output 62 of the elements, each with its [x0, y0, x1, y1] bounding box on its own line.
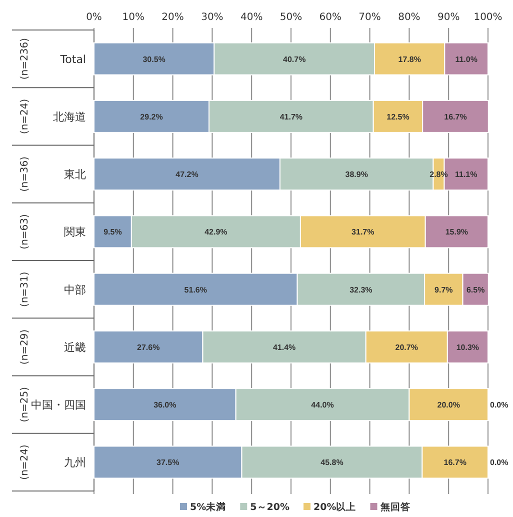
x-tick-label: 80%: [398, 12, 420, 23]
x-tick-label: 30%: [201, 12, 224, 23]
legend-label: 20%以上: [314, 501, 356, 513]
data-label: 47.2%: [176, 170, 198, 180]
x-tick-label: 40%: [240, 12, 263, 23]
y-tick-label: 関東: [64, 226, 86, 239]
text: (n=24): [20, 98, 30, 134]
data-label: 6.5%: [466, 285, 485, 294]
x-tick-label: 60%: [319, 12, 342, 23]
legend-label: 5%未満: [190, 501, 226, 513]
data-label: 41.4%: [272, 342, 296, 352]
data-label: 16.7%: [444, 458, 466, 468]
data-label: 45.8%: [320, 458, 344, 468]
data-label: 27.6%: [137, 342, 160, 352]
text: (n=24): [20, 444, 30, 480]
text: (n=236): [20, 38, 30, 80]
data-label: 0.0%: [490, 458, 508, 468]
y-tick-label: 九州: [64, 456, 86, 470]
data-label: 40.7%: [283, 54, 306, 64]
data-label: 32.3%: [350, 285, 372, 294]
y-tick-label: 東北: [64, 168, 86, 182]
data-label: 9.5%: [104, 228, 122, 237]
x-tick-label: 100%: [474, 12, 502, 23]
data-label: 30.5%: [142, 54, 166, 64]
text: (n=31): [20, 272, 30, 307]
data-label: 0.0%: [490, 400, 508, 410]
data-label: 9.7%: [434, 285, 453, 294]
legend-label: 5～20%: [250, 502, 290, 513]
text: (n=25): [20, 386, 30, 422]
data-label: 15.9%: [445, 228, 468, 237]
x-tick-label: 70%: [358, 12, 381, 23]
data-label: 44.0%: [311, 400, 334, 410]
data-label: 20.7%: [395, 342, 418, 352]
legend-label: 無回答: [379, 501, 410, 513]
data-label: 36.0%: [154, 400, 176, 410]
x-tick-label: 90%: [437, 12, 460, 23]
data-label: 16.7%: [444, 112, 467, 122]
x-tick-label: 10%: [122, 12, 145, 23]
data-label: 41.7%: [280, 112, 303, 122]
data-label: 37.5%: [156, 458, 180, 468]
data-label: 20.0%: [437, 400, 460, 410]
data-label: 12.5%: [386, 112, 410, 122]
data-label: 11.1%: [455, 170, 478, 180]
data-label: 29.2%: [140, 112, 163, 122]
text: (n=29): [20, 329, 30, 365]
data-label: 51.6%: [184, 285, 207, 294]
data-label: 10.3%: [456, 342, 480, 352]
data-label: 42.9%: [204, 228, 228, 237]
x-tick-label: 0%: [86, 12, 102, 23]
y-tick-label: 中部: [64, 283, 86, 296]
data-label: 31.7%: [352, 228, 374, 237]
text: (n=36): [20, 156, 30, 192]
text: (n=63): [20, 214, 30, 250]
x-tick-label: 50%: [280, 12, 302, 23]
y-tick-label: 中国・四国: [31, 398, 86, 412]
data-label: 38.9%: [345, 170, 368, 180]
y-tick-label: Total: [59, 52, 86, 66]
x-tick-label: 20%: [162, 12, 184, 23]
data-label: 17.8%: [398, 54, 421, 64]
data-label: 11.0%: [455, 54, 478, 64]
y-tick-label: 近畿: [64, 340, 86, 354]
y-tick-label: 北海道: [53, 110, 86, 124]
